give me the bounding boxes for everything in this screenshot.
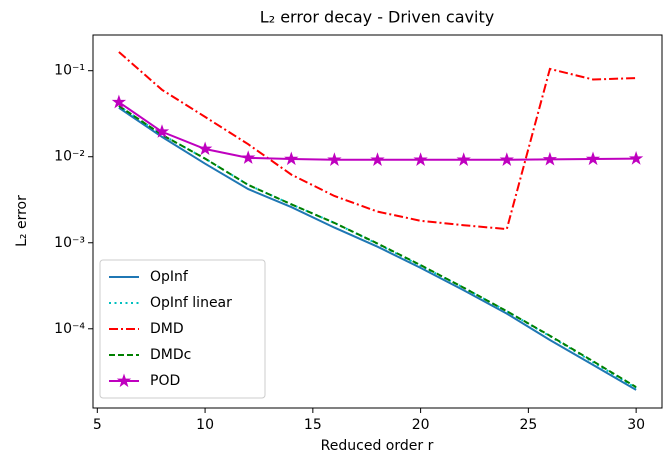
marker [241, 150, 256, 164]
legend-label: DMD [150, 321, 184, 337]
marker [154, 124, 170, 138]
marker [111, 94, 127, 109]
y-tick-label: 10⁻⁴ [54, 321, 85, 337]
series-line [118, 51, 637, 231]
legend-label: OpInf linear [150, 295, 232, 311]
marker [284, 151, 299, 166]
x-tick-label: 30 [627, 417, 645, 433]
y-tick-label: 10⁻³ [54, 235, 85, 251]
marker [542, 151, 558, 166]
legend-marker [116, 373, 132, 388]
plot-frame [92, 34, 663, 409]
y-axis-label: L₂ error [14, 195, 30, 247]
x-tick-label: 10 [196, 417, 214, 433]
series-line [118, 106, 637, 391]
marker [197, 141, 213, 156]
legend-label: POD [150, 373, 180, 389]
x-tick-label: 15 [304, 417, 322, 433]
chart-title: L₂ error decay - Driven cavity [260, 8, 494, 27]
x-axis-label: Reduced order r [321, 438, 434, 454]
marker [370, 152, 385, 166]
legend-label: DMDc [150, 347, 191, 363]
x-tick-label: 5 [93, 417, 102, 433]
y-tick-label: 10⁻¹ [54, 63, 85, 79]
marker [628, 151, 644, 165]
marker [499, 152, 514, 166]
y-tick-label: 10⁻² [54, 149, 85, 165]
x-tick-label: 25 [519, 417, 537, 433]
legend-label: OpInf [150, 269, 189, 285]
legend-box [99, 259, 266, 399]
legend: OpInf OpInf linear DMD DMDc POD [99, 259, 266, 399]
marker [456, 152, 471, 166]
marker [327, 152, 342, 166]
x-tick-label: 20 [412, 417, 430, 433]
marker [585, 151, 601, 166]
marker [413, 152, 428, 166]
series-line [118, 105, 637, 388]
